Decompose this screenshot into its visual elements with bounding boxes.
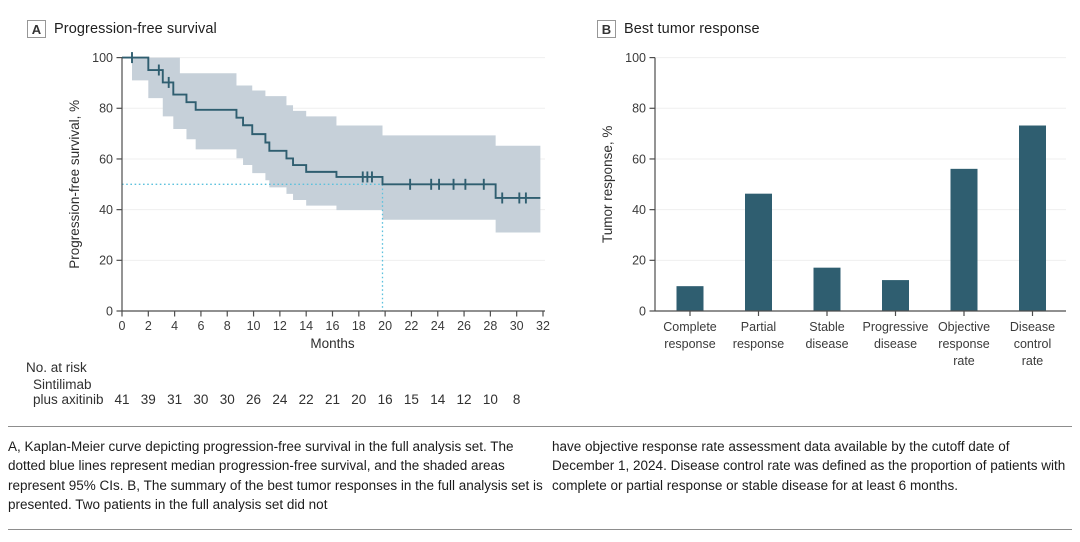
caption-column-left: A, Kaplan-Meier curve depicting progress…: [8, 439, 543, 512]
y-tick-label: 0: [106, 304, 113, 318]
y-tick-label: 60: [99, 152, 113, 166]
risk-count: 39: [141, 392, 156, 407]
caption-divider-top: [8, 426, 1072, 427]
y-tick-label: 100: [625, 51, 646, 65]
bar: [745, 193, 772, 311]
bar: [882, 280, 909, 311]
x-tick-label: 6: [197, 319, 204, 333]
x-tick-label: 2: [145, 319, 152, 333]
x-tick-label: 24: [431, 319, 445, 333]
risk-count: 12: [457, 392, 472, 407]
x-tick-label: 28: [483, 319, 497, 333]
km-x-axis-title: Months: [310, 336, 355, 351]
x-tick-label: 14: [299, 319, 313, 333]
risk-count: 30: [193, 392, 208, 407]
bar: [813, 267, 841, 311]
y-tick-label: 40: [632, 203, 646, 217]
y-tick-label: 40: [99, 203, 113, 217]
x-tick-label: 20: [378, 319, 392, 333]
risk-count: 15: [404, 392, 419, 407]
risk-count: 24: [272, 392, 288, 407]
km-y-axis-title: Progression-free survival, %: [67, 100, 82, 269]
x-tick-label: 16: [326, 319, 340, 333]
km-curve: [122, 56, 541, 199]
y-tick-label: 0: [639, 304, 646, 318]
bar-category-label: Complete response: [663, 320, 717, 351]
risk-count: 41: [114, 392, 129, 407]
risk-group-line1: Sintilimab: [33, 377, 92, 392]
x-tick-label: 10: [247, 319, 261, 333]
risk-count: 22: [299, 392, 314, 407]
x-tick-label: 12: [273, 319, 287, 333]
panel-b-letter-badge: B: [597, 20, 616, 38]
risk-count: 10: [483, 392, 498, 407]
y-tick-label: 20: [632, 254, 646, 268]
panel-a-title: Progression-free survival: [54, 21, 217, 37]
ci-band: [122, 57, 541, 233]
risk-count: 31: [167, 392, 182, 407]
y-tick-label: 60: [632, 152, 646, 166]
risk-count: 21: [325, 392, 340, 407]
x-tick-label: 8: [224, 319, 231, 333]
bar: [676, 286, 704, 311]
panel-b-header: B Best tumor response: [597, 20, 760, 38]
y-tick-label: 80: [632, 102, 646, 116]
risk-count: 30: [220, 392, 235, 407]
panel-a-header: A Progression-free survival: [27, 20, 217, 38]
bar: [950, 168, 978, 311]
risk-count: 14: [430, 392, 446, 407]
x-tick-label: 30: [510, 319, 524, 333]
y-tick-label: 20: [99, 254, 113, 268]
panel-a-letter-badge: A: [27, 20, 46, 38]
bar-category-label: Stable disease: [805, 320, 848, 351]
caption-column-right: have objective response rate assessment …: [552, 439, 1066, 493]
x-tick-label: 26: [457, 319, 471, 333]
risk-count: 8: [513, 392, 521, 407]
x-tick-label: 0: [119, 319, 126, 333]
bar-chart: 0 20 40 60 80 100 Complete response Partial respo…: [600, 51, 1066, 368]
x-tick-label: 4: [171, 319, 178, 333]
x-tick-label: 32: [536, 319, 550, 333]
risk-group-line2: plus axitinib: [33, 392, 104, 407]
risk-count: 16: [378, 392, 393, 407]
panel-b-title: Best tumor response: [624, 21, 760, 37]
x-tick-label: 22: [404, 319, 418, 333]
risk-count: 26: [246, 392, 261, 407]
bar-category-label: Disease control rate: [1010, 320, 1055, 368]
x-tick-label: 18: [352, 319, 366, 333]
caption-divider-bottom: [8, 529, 1072, 530]
risk-count: 20: [351, 392, 366, 407]
bar-category-label: Objective response rate: [938, 320, 990, 368]
y-tick-label: 80: [99, 102, 113, 116]
bar-y-axis-title: Tumor response, %: [600, 126, 615, 243]
y-tick-label: 100: [92, 51, 113, 65]
bar: [1019, 125, 1046, 311]
bar-category-label: Progressive disease: [863, 320, 929, 351]
no-at-risk-header: No. at risk: [26, 360, 87, 375]
bar-category-label: Partial response: [733, 320, 784, 351]
